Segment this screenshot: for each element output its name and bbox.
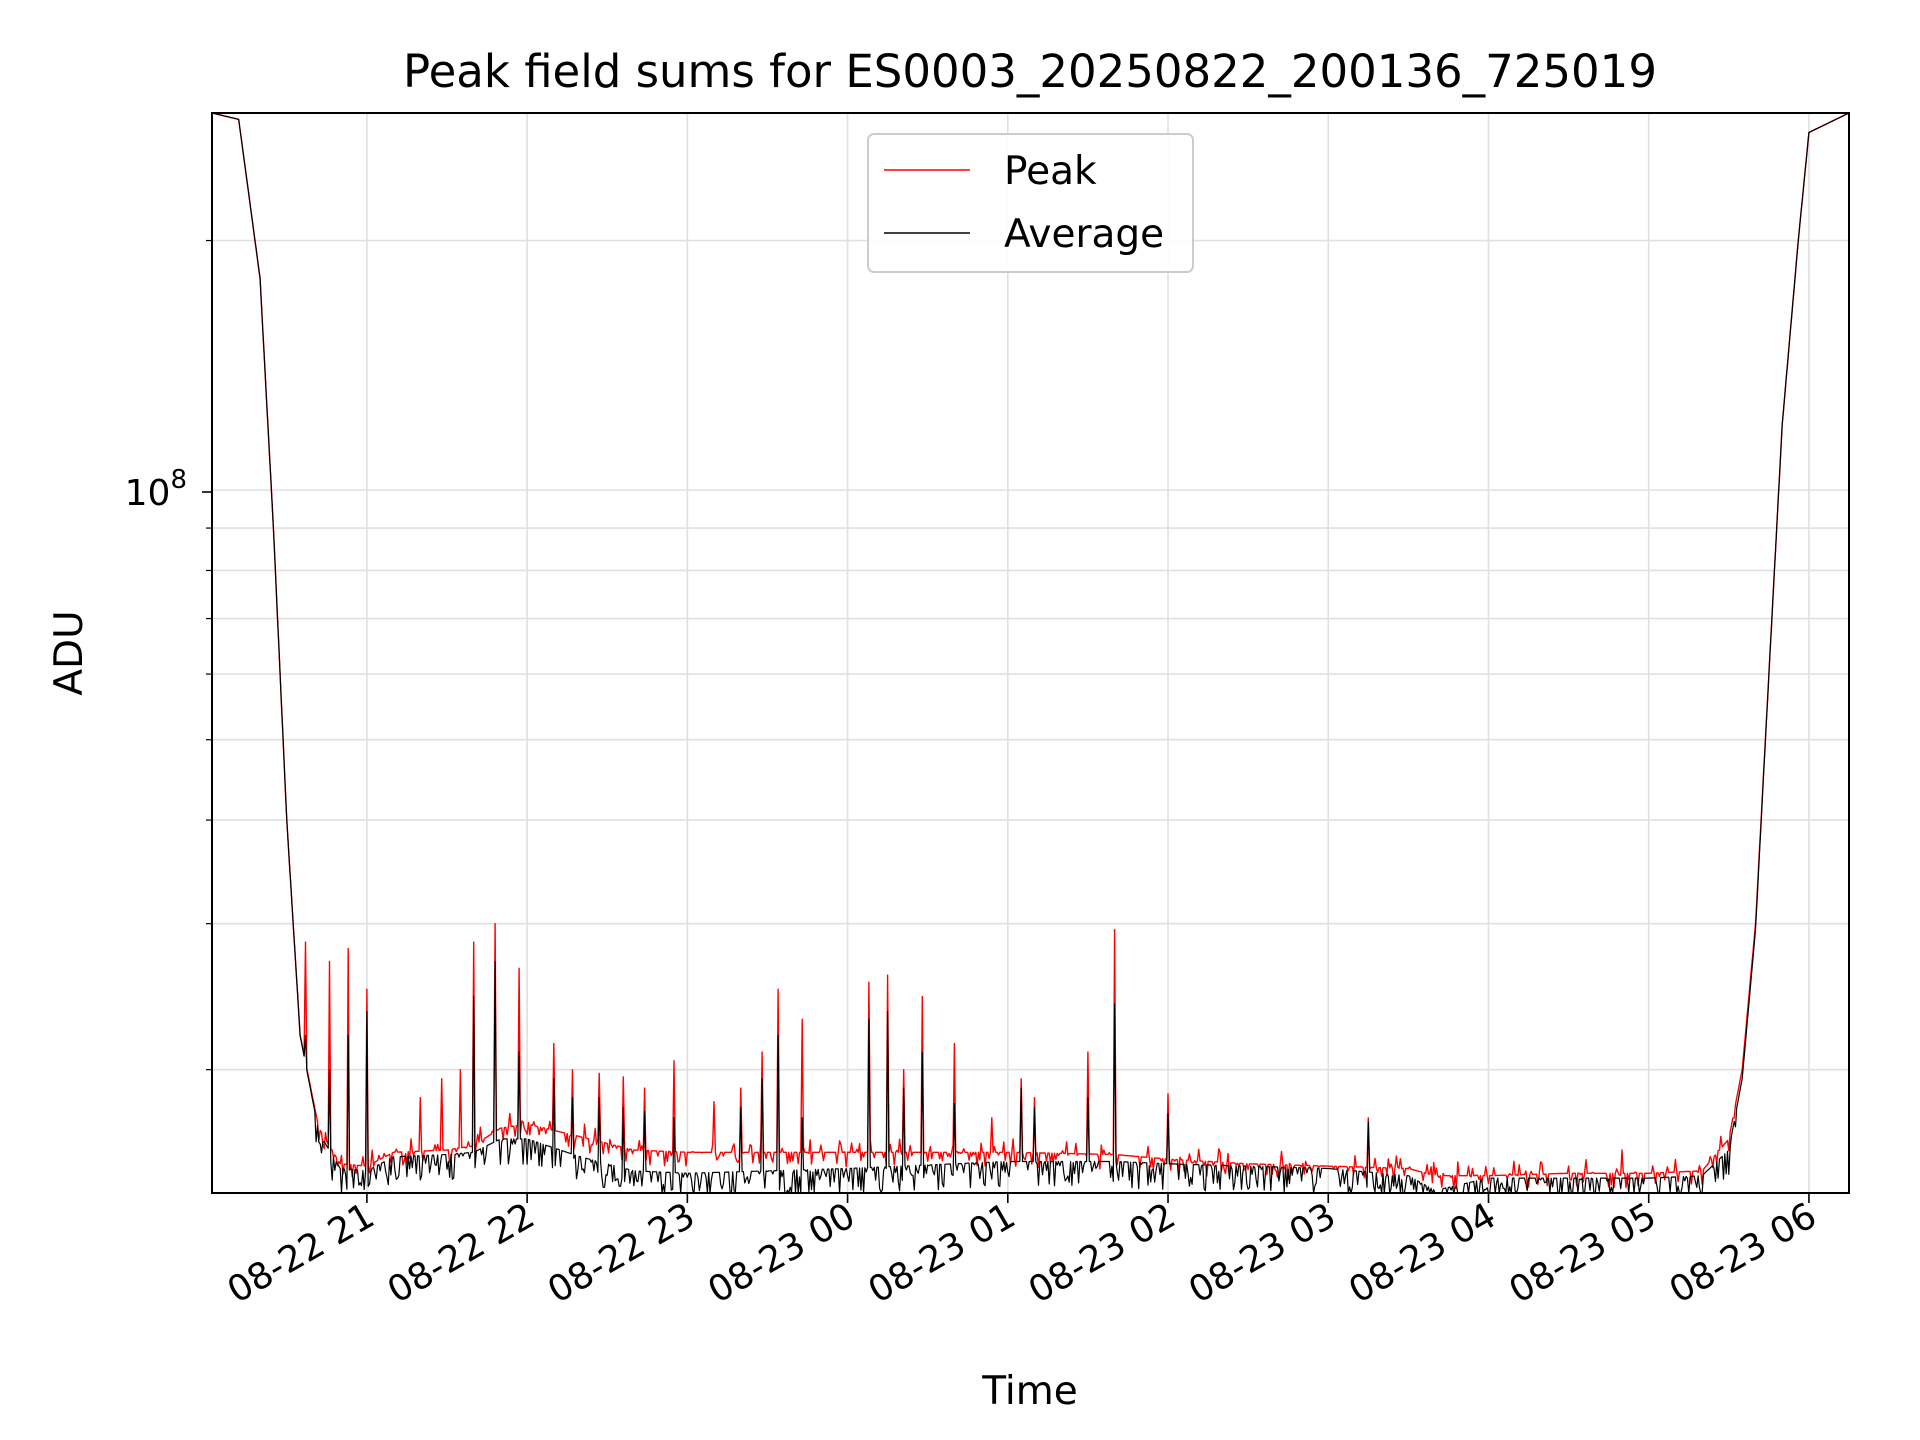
legend-label-peak: Peak: [1004, 149, 1097, 194]
chart-title: Peak field sums for ES0003_20250822_2001…: [403, 45, 1657, 98]
legend-box: [867, 133, 1194, 273]
series-line-peak: [211, 112, 1850, 1190]
y-axis-label: ADU: [47, 610, 92, 695]
x-axis-label: Time: [981, 1369, 1077, 1414]
series-line-average: [211, 112, 1850, 1194]
series-lines: [211, 112, 1850, 1194]
y-tick-base: 10: [125, 473, 171, 514]
grid-lines: [212, 113, 1849, 1193]
legend-label-average: Average: [1004, 212, 1164, 257]
y-major-tick: 108: [125, 465, 212, 514]
y-tick-exponent: 8: [170, 465, 187, 495]
plot-frame: [211, 112, 1850, 1194]
legend: Peak Average: [867, 133, 1194, 273]
y-tick-label-1e8: 108: [125, 465, 187, 514]
